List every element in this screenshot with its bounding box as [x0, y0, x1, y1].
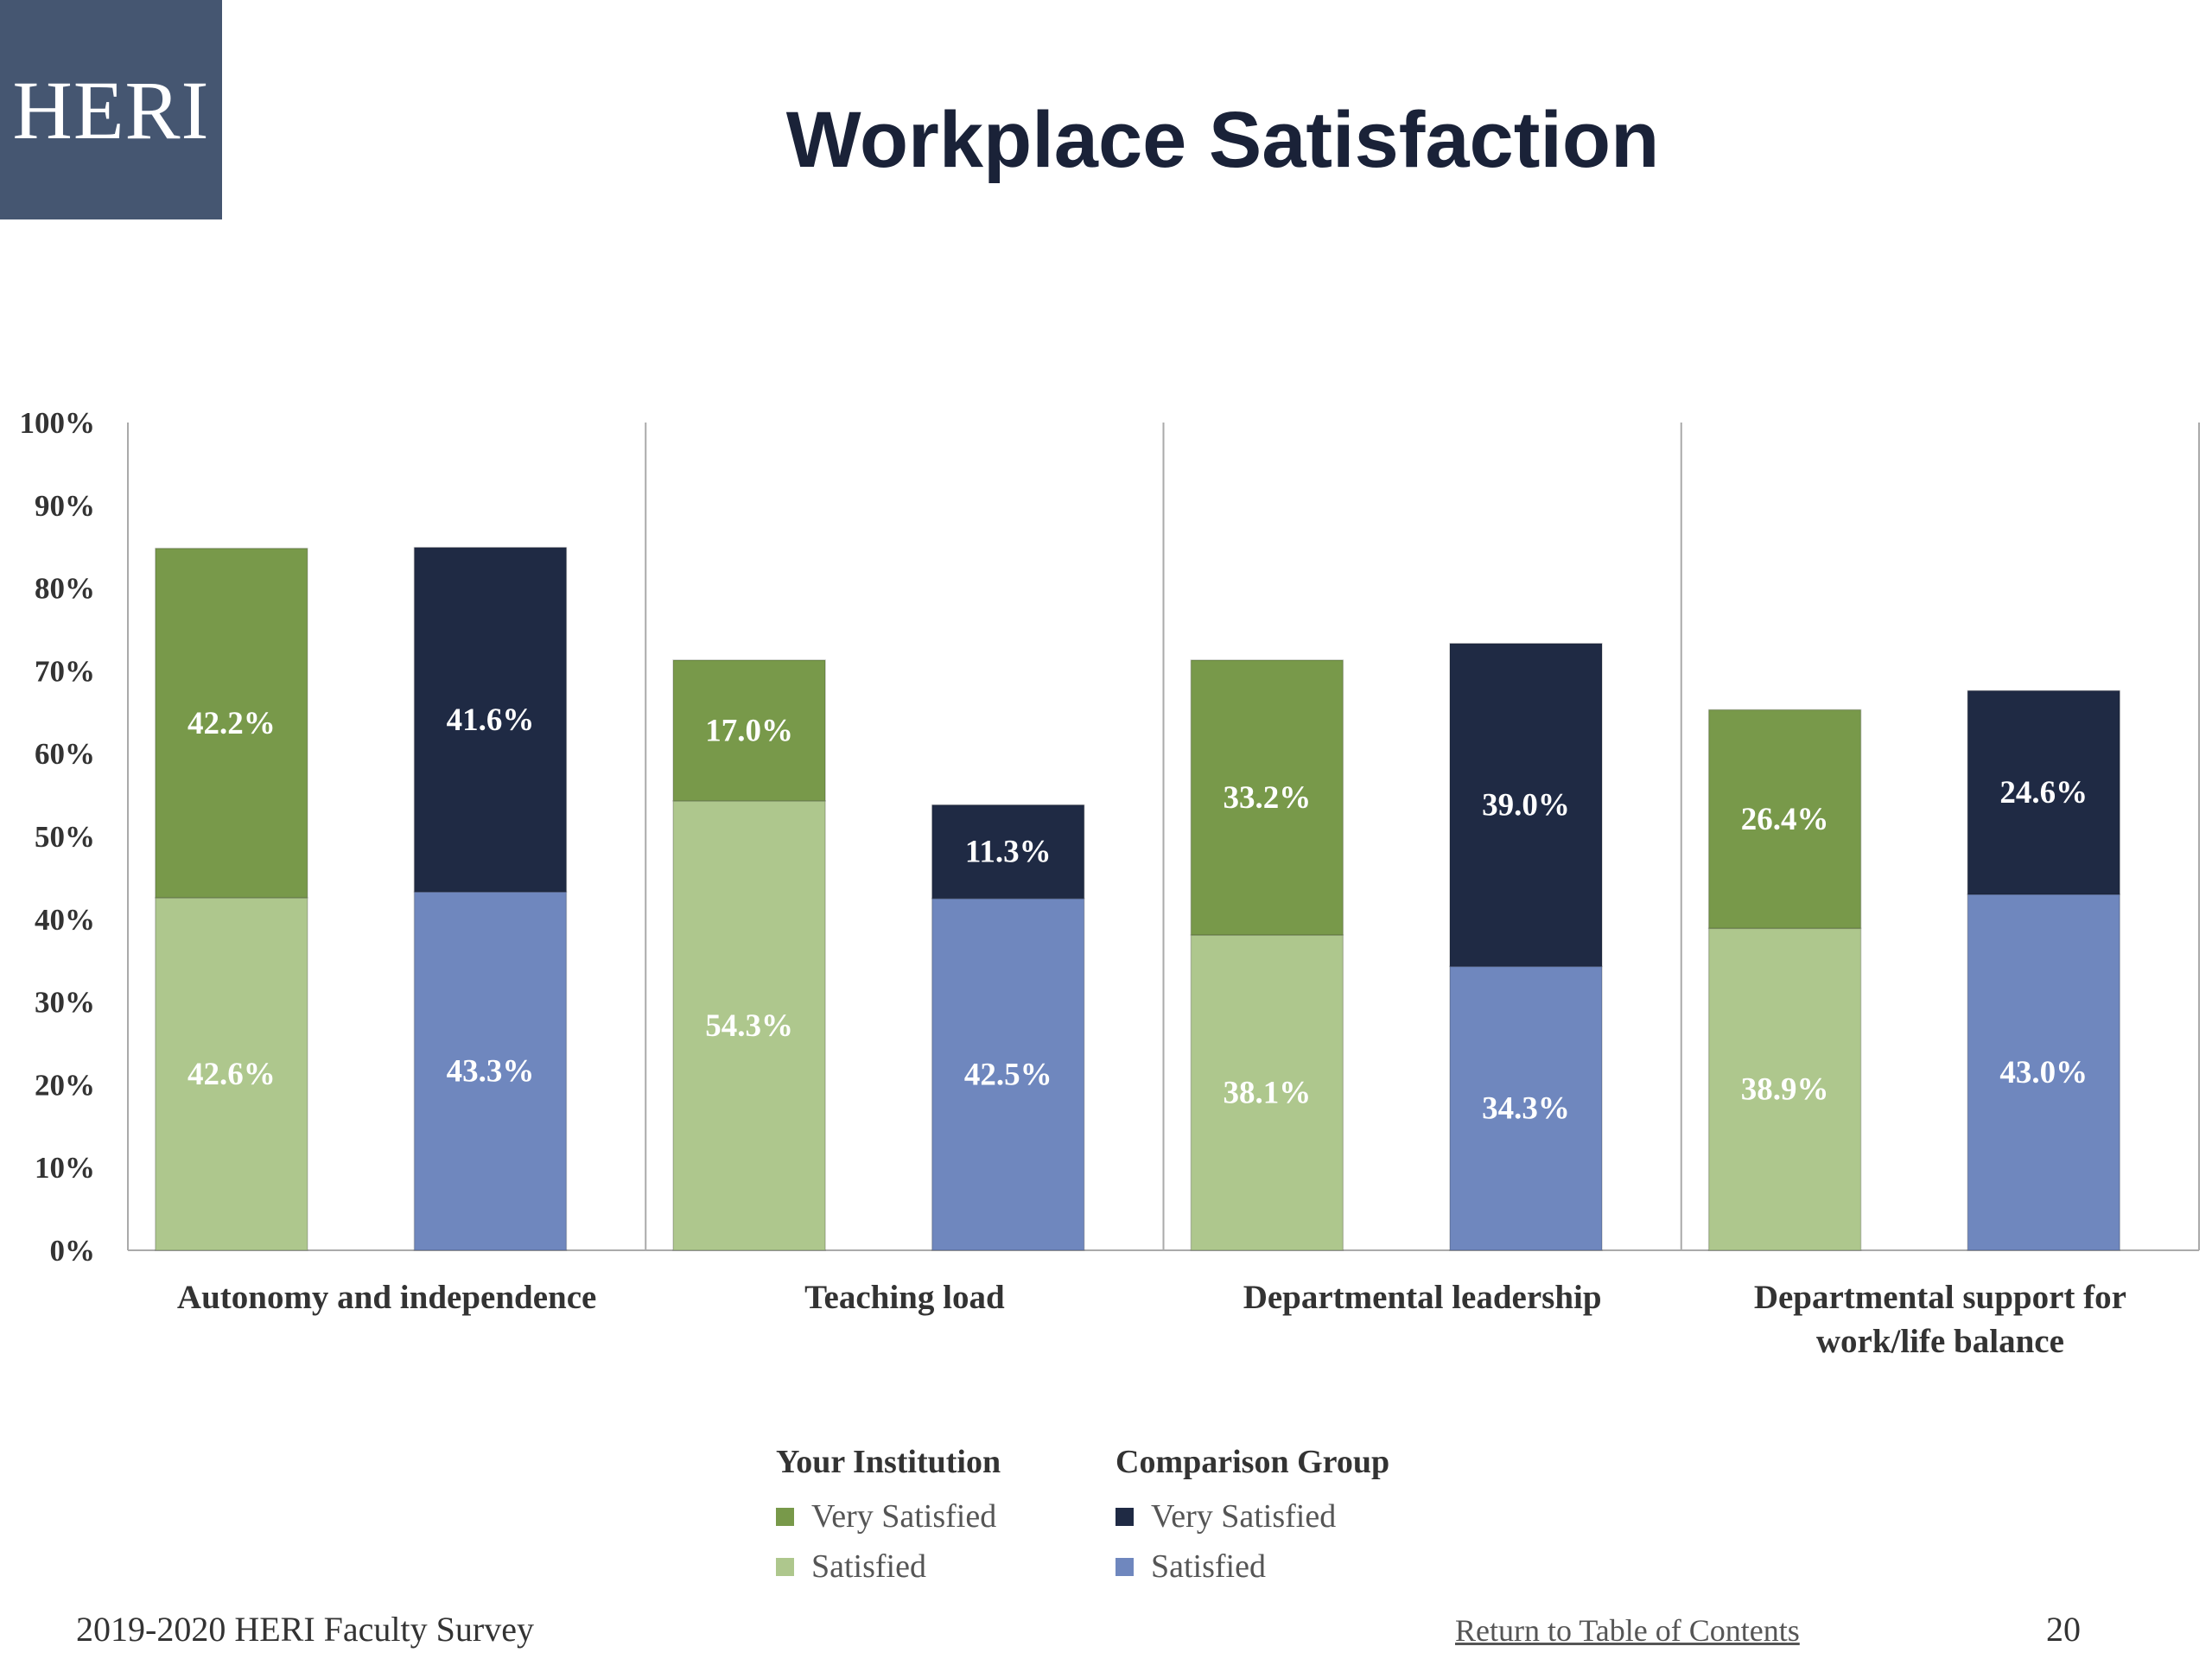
data-label: 39.0%	[1482, 788, 1570, 823]
legend-item-label: Satisfied	[1151, 1548, 1266, 1585]
y-tick-label: 80%	[35, 572, 95, 606]
data-label: 34.3%	[1482, 1091, 1570, 1127]
x-category-label: Teaching load	[804, 1279, 1005, 1316]
y-tick-label: 20%	[35, 1068, 95, 1102]
legend-group-title: Comparison Group	[1116, 1444, 1390, 1480]
data-label: 33.2%	[1223, 780, 1311, 816]
legend-item: Very Satisfied	[776, 1491, 1001, 1541]
y-tick-label: 100%	[20, 406, 96, 440]
y-tick-label: 90%	[35, 489, 95, 523]
data-label: 43.3%	[447, 1054, 535, 1090]
x-category-label: work/life balance	[1816, 1323, 2064, 1360]
legend-swatch	[1116, 1507, 1134, 1526]
legend-your-institution: Your Institution Very Satisfied Satisfie…	[776, 1443, 1001, 1592]
y-tick-label: 40%	[35, 903, 95, 937]
legend-swatch	[776, 1557, 794, 1576]
x-category-label: Departmental leadership	[1243, 1279, 1602, 1316]
legend-item: Satisfied	[1116, 1541, 1389, 1592]
bar-segment	[1190, 934, 1344, 1251]
logo-text: HERI	[12, 63, 210, 156]
return-to-toc-link[interactable]: Return to Table of Contents	[1455, 1613, 1800, 1648]
y-tick-label: 10%	[35, 1151, 95, 1185]
bar-segment	[413, 546, 568, 893]
y-tick-label: 0%	[50, 1234, 96, 1268]
y-tick-label: 60%	[35, 737, 95, 771]
legend-swatch	[776, 1507, 794, 1526]
y-tick-label: 30%	[35, 986, 95, 1020]
bar-segment	[931, 804, 1085, 899]
legend-item-label: Very Satisfied	[811, 1498, 997, 1535]
bar-segment	[672, 659, 826, 802]
data-label: 43.0%	[1999, 1055, 2088, 1090]
y-tick-label: 50%	[35, 820, 95, 854]
bar-segment	[155, 547, 308, 899]
legend-item: Very Satisfied	[1116, 1491, 1389, 1541]
bar-segment	[1967, 690, 2120, 895]
data-label: 42.5%	[964, 1057, 1052, 1092]
data-label: 26.4%	[1741, 802, 1829, 837]
bar-segment	[1707, 927, 1862, 1251]
x-category-label: Departmental support for	[1754, 1279, 2126, 1316]
legend-swatch	[1116, 1557, 1134, 1576]
bar-segment	[1449, 965, 1603, 1251]
data-label: 17.0%	[705, 713, 793, 748]
legend-item-label: Very Satisfied	[1151, 1498, 1337, 1535]
bar-segment	[1707, 709, 1862, 930]
page-number: 20	[2046, 1610, 2081, 1649]
legend-group-title: Your Institution	[776, 1444, 1001, 1480]
legend-item-label: Satisfied	[811, 1548, 926, 1585]
legend-comparison-group: Comparison Group Very Satisfied Satisfie…	[1116, 1443, 1389, 1592]
survey-name: 2019-2020 HERI Faculty Survey	[76, 1610, 534, 1649]
heri-logo: HERI	[0, 0, 222, 219]
data-label: 24.6%	[1999, 775, 2088, 810]
data-label: 54.3%	[705, 1008, 793, 1044]
x-category-label: Autonomy and independence	[177, 1279, 596, 1316]
bar-segment	[1967, 893, 2120, 1251]
data-label: 41.6%	[447, 702, 535, 738]
data-label: 42.6%	[188, 1057, 276, 1092]
bar-segment	[413, 891, 568, 1251]
data-label: 38.9%	[1741, 1072, 1829, 1108]
data-label: 11.3%	[965, 835, 1052, 870]
page-title: Workplace Satisfaction	[785, 96, 1660, 184]
data-label: 38.1%	[1223, 1076, 1311, 1111]
legend-item: Satisfied	[776, 1541, 1001, 1592]
bar-segment	[672, 800, 826, 1251]
bar-segment	[1449, 643, 1603, 968]
bar-segment	[155, 897, 308, 1251]
data-label: 42.2%	[188, 706, 276, 741]
y-tick-label: 70%	[35, 654, 95, 688]
bar-segment	[1190, 659, 1344, 936]
